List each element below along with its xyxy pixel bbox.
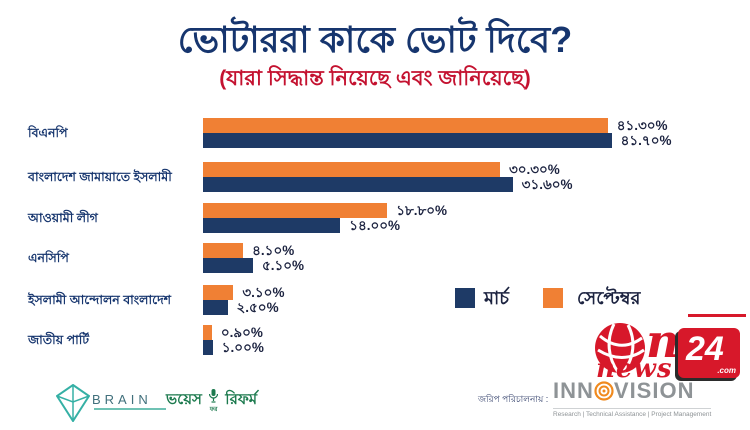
onnews-24-badge: 24 .com — [678, 328, 740, 378]
bar-march-2 — [203, 218, 341, 233]
bar-value-march-1: ৩১.৬০% — [521, 177, 573, 192]
bar-value-september-0: ৪১.৩০% — [616, 118, 668, 133]
category-label-1: বাংলাদেশ জামায়াতে ইসলামী — [28, 170, 172, 184]
voice-for-reform-logo: ভয়েস ফর রিফর্ম — [166, 388, 257, 418]
legend-label-march: মার্চ — [484, 288, 509, 308]
innovision-tagline: Research | Technical Assistance | Projec… — [553, 408, 712, 418]
vfr-word-for: ফর — [209, 406, 218, 413]
bar-value-september-4: ৩.১০% — [242, 285, 285, 300]
logo-accent-line — [688, 314, 746, 317]
innovision-logo: INN VISION Research | Technical Assistan… — [553, 379, 712, 418]
bar-september-5 — [203, 325, 212, 340]
legend-label-september: সেপ্টেম্বর — [577, 288, 641, 308]
bar-value-september-5: ০.৯০% — [220, 325, 263, 340]
bar-september-4 — [203, 285, 234, 300]
innovision-text-inn: INN — [553, 378, 594, 403]
vfr-mid: ফর — [209, 388, 219, 413]
microphone-icon — [209, 388, 219, 407]
category-label-2: আওয়ামী লীগ — [28, 211, 98, 225]
brain-logo-text: BRAIN — [92, 392, 152, 407]
bar-september-3 — [203, 243, 244, 258]
category-label-3: এনসিপি — [28, 251, 69, 265]
vfr-word-voice: ভয়েস — [166, 391, 202, 408]
bar-september-2 — [203, 203, 388, 218]
bar-march-1 — [203, 177, 513, 192]
onnews24-logo: n news 24 .com — [594, 316, 748, 388]
page-title: ভোটাররা কাকে ভোট দিবে? — [177, 19, 573, 60]
category-label-5: জাতীয় পার্টি — [28, 333, 90, 347]
bar-value-march-5: ১.০০% — [221, 340, 264, 355]
vfr-word-reform: রিফর্ম — [225, 391, 258, 408]
bar-value-march-0: ৪১.৭০% — [620, 133, 672, 148]
bar-value-september-1: ৩০.৩০% — [508, 162, 560, 177]
bar-value-march-4: ২.৫০% — [236, 300, 279, 315]
bar-march-0 — [203, 133, 612, 148]
innovision-wordmark: INN VISION — [553, 379, 711, 406]
innovision-spiral-o-icon — [594, 381, 614, 406]
category-label-0: বিএনপি — [28, 126, 68, 140]
brain-diamond-icon — [55, 383, 91, 426]
onnews-n-text: n — [646, 314, 680, 368]
onnews-news-text: news — [596, 354, 673, 384]
onnews-24-number: 24 — [686, 330, 724, 368]
bar-value-march-2: ১৪.০০% — [349, 218, 401, 233]
bar-march-3 — [203, 258, 253, 273]
innovision-text-vision: VISION — [613, 378, 695, 403]
bar-september-0 — [203, 118, 608, 133]
brain-logo: BRAIN — [55, 383, 166, 423]
bar-september-1 — [203, 162, 500, 177]
page-subtitle: (যারা সিদ্ধান্ত নিয়েছে এবং জানিয়েছে) — [219, 67, 531, 90]
legend-swatch-september — [543, 288, 563, 308]
onnews-dotcom-text: .com — [717, 366, 736, 375]
globe-icon — [594, 322, 646, 379]
brain-tagline-line — [94, 408, 166, 410]
survey-credit-text: জরিপ পরিচালনায় : — [478, 394, 549, 404]
category-label-4: ইসলামী আন্দোলন বাংলাদেশ — [28, 293, 172, 307]
bar-value-september-2: ১৮.৮০% — [396, 203, 448, 218]
bar-march-5 — [203, 340, 213, 355]
bar-march-4 — [203, 300, 228, 315]
bar-value-march-3: ৫.১০% — [261, 258, 305, 273]
legend-swatch-march — [455, 288, 475, 308]
bar-value-september-3: ৪.১০% — [252, 243, 295, 258]
